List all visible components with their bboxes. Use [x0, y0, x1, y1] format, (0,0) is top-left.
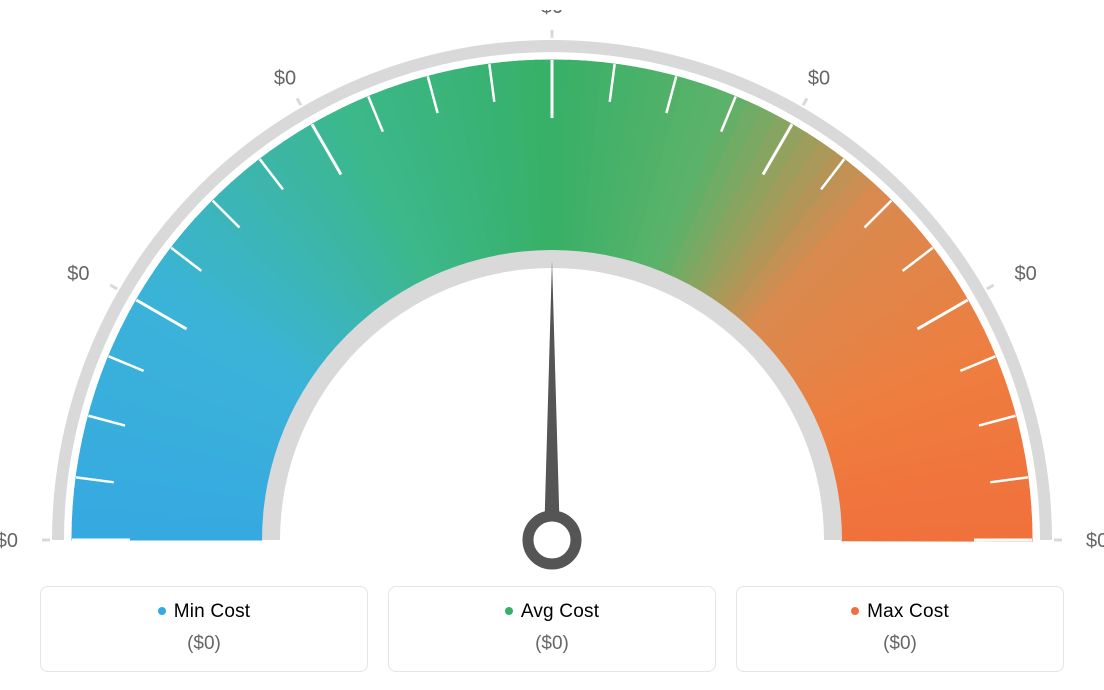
- gauge-svg: $0 $0 $0 $0 $0 $0 $0: [0, 10, 1104, 580]
- svg-text:$0: $0: [808, 68, 830, 90]
- svg-text:$0: $0: [1014, 263, 1036, 285]
- legend-label-min: Min Cost: [174, 601, 251, 622]
- svg-text:$0: $0: [541, 10, 563, 18]
- legend-card-max: Max Cost ($0): [736, 586, 1064, 672]
- legend-dot-avg: [505, 607, 513, 615]
- svg-text:$0: $0: [1086, 530, 1104, 552]
- legend-card-min: Min Cost ($0): [40, 586, 368, 672]
- legend-label-max: Max Cost: [867, 601, 949, 622]
- legend-title-avg: Avg Cost: [399, 601, 705, 623]
- legend-title-min: Min Cost: [51, 601, 357, 623]
- legend-dot-min: [158, 607, 166, 615]
- svg-text:$0: $0: [274, 68, 296, 90]
- legend-value-avg: ($0): [399, 633, 705, 655]
- legend-dot-max: [851, 607, 859, 615]
- legend-value-max: ($0): [747, 633, 1053, 655]
- legend-card-avg: Avg Cost ($0): [388, 586, 716, 672]
- legend-value-min: ($0): [51, 633, 357, 655]
- legend-label-avg: Avg Cost: [521, 601, 599, 622]
- svg-text:$0: $0: [67, 263, 89, 285]
- cost-gauge-chart: $0 $0 $0 $0 $0 $0 $0: [0, 10, 1104, 580]
- legend-row: Min Cost ($0) Avg Cost ($0) Max Cost ($0…: [40, 586, 1064, 672]
- svg-text:$0: $0: [0, 530, 18, 552]
- legend-title-max: Max Cost: [747, 601, 1053, 623]
